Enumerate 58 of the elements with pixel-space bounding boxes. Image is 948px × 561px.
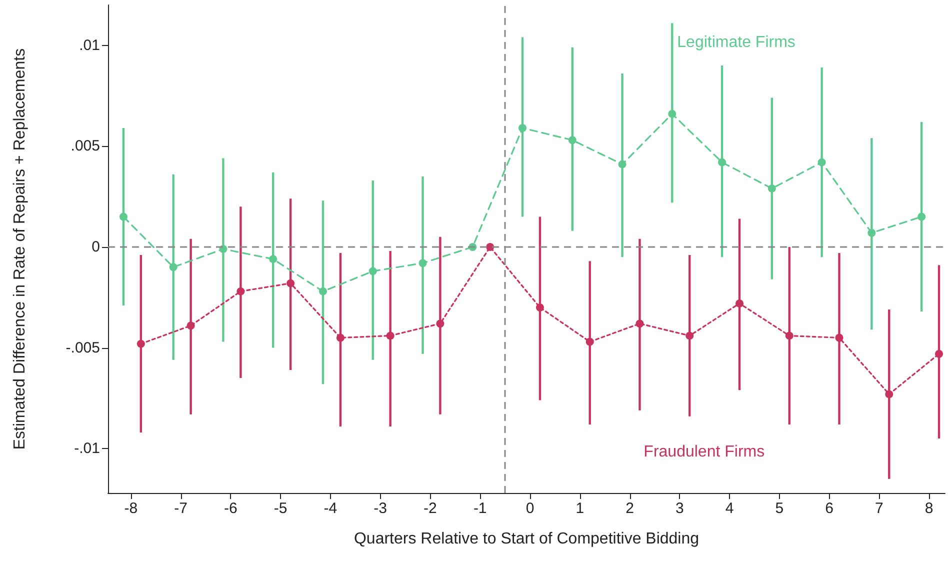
point — [169, 263, 178, 272]
x-tick-label: -2 — [424, 500, 437, 517]
x-tick-label: -4 — [324, 500, 338, 517]
point — [536, 303, 544, 312]
point — [818, 158, 826, 166]
point — [518, 124, 527, 132]
point — [186, 322, 195, 330]
x-tick-label: 5 — [775, 500, 784, 517]
point — [736, 299, 744, 308]
point — [418, 259, 427, 268]
point — [918, 212, 926, 221]
point — [668, 110, 676, 118]
point — [636, 320, 644, 328]
x-tick-label: 6 — [825, 500, 834, 517]
point — [269, 255, 278, 264]
x-tick-label: -7 — [174, 500, 188, 517]
point — [368, 267, 377, 276]
point — [618, 160, 626, 168]
point — [436, 320, 444, 328]
y-tick-label: -.01 — [74, 440, 100, 458]
x-tick-label: -5 — [274, 500, 288, 517]
point — [336, 334, 344, 342]
point — [286, 279, 295, 288]
point — [935, 350, 944, 358]
point — [686, 332, 694, 340]
x-tick-label: -3 — [374, 500, 388, 517]
x-axis-title: Quarters Relative to Start of Competitive Bidding — [354, 530, 700, 548]
x-tick-label: 7 — [874, 500, 884, 517]
y-axis-title: Estimated Difference in Rate of Repairs + Replacements — [12, 48, 28, 450]
y-tick-label: -.005 — [66, 339, 100, 356]
x-tick-label: 4 — [725, 500, 734, 517]
point — [785, 332, 794, 340]
point — [486, 242, 494, 251]
x-tick-label: 0 — [526, 500, 534, 517]
y-tick-label: .005 — [70, 138, 100, 155]
point — [885, 390, 894, 398]
point — [318, 287, 327, 296]
text: Fraudulent Firms — [644, 444, 765, 461]
x-tick-label: 3 — [675, 500, 684, 517]
y-tick-label: .01 — [79, 36, 100, 54]
point — [768, 184, 776, 192]
point — [136, 340, 145, 348]
point — [119, 212, 128, 221]
point — [586, 338, 594, 346]
text: Legitimate Firms — [677, 34, 796, 51]
x-tick-label: 1 — [576, 500, 584, 517]
x-tick-label: 2 — [626, 500, 634, 517]
point — [386, 332, 394, 340]
x-tick-label: -6 — [224, 500, 238, 517]
point — [835, 334, 844, 342]
y-tick-label: 0 — [92, 238, 100, 256]
point — [718, 158, 726, 166]
point — [236, 287, 245, 296]
x-tick-label: 8 — [924, 500, 934, 517]
x-tick-label: -8 — [124, 500, 138, 517]
x-tick-label: -1 — [473, 500, 487, 517]
point — [568, 136, 576, 144]
point — [868, 228, 876, 237]
